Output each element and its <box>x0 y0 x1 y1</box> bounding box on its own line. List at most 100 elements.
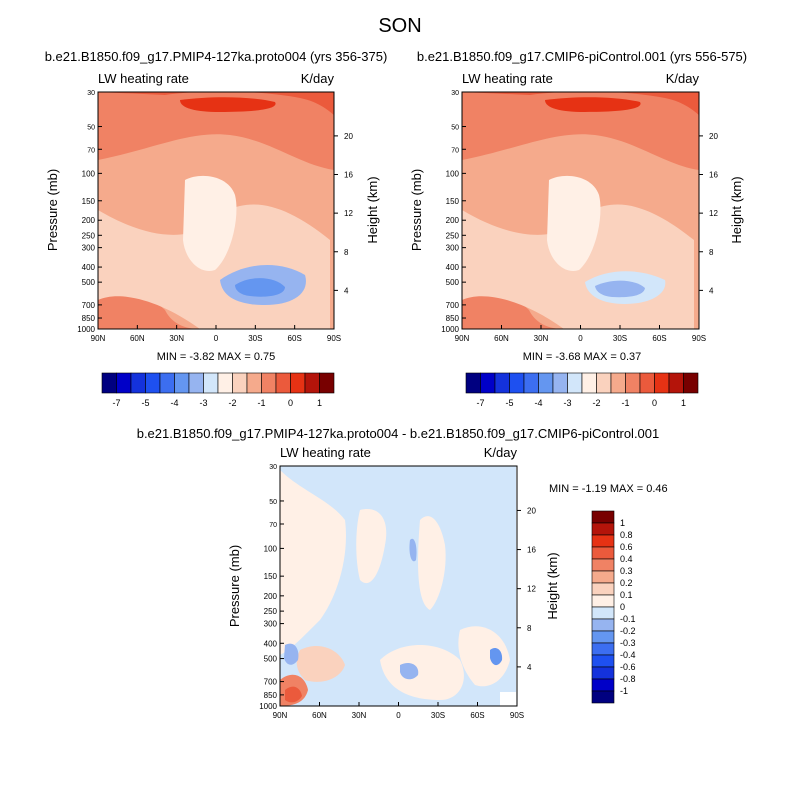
pressure-tick-label: 100 <box>82 169 96 178</box>
panel-3-stats: MIN = -1.19 MAX = 0.46 <box>549 483 668 495</box>
colorbar-swatch <box>217 372 233 394</box>
latitude-tick-label: 0 <box>214 334 219 343</box>
colorbar-swatch <box>116 372 132 394</box>
panel-1-height-axis: 20 16 12 8 4 <box>334 132 353 295</box>
pressure-tick-label: 30 <box>269 464 277 471</box>
colorbar-label: 0 <box>620 602 625 612</box>
height-tick-label: 16 <box>527 546 536 555</box>
colorbar-swatch <box>188 372 204 394</box>
panel-3-right-label: K/day <box>484 445 518 460</box>
pressure-tick-label: 500 <box>264 655 278 664</box>
pressure-tick-label: 150 <box>264 572 278 581</box>
latitude-tick-label: 90S <box>692 334 706 343</box>
colorbar-label: 1 <box>620 518 625 528</box>
latitude-tick-label: 60S <box>470 711 484 720</box>
latitude-tick-label: 30S <box>613 334 627 343</box>
colorbar-label: -0.4 <box>620 650 636 660</box>
latitude-tick-label: 90N <box>455 334 470 343</box>
colorbar-label: -0.8 <box>620 674 636 684</box>
pressure-tick-label: 30 <box>87 90 95 97</box>
colorbar-label: 0 <box>652 398 657 408</box>
pressure-tick-label: 850 <box>446 314 460 323</box>
colorbar-label: 0 <box>288 398 293 408</box>
colorbar-label: 0.3 <box>620 566 633 576</box>
colorbar-swatch <box>290 372 306 394</box>
height-tick-label: 12 <box>344 209 353 218</box>
panel-3-ylabel-right: Height (km) <box>545 552 560 619</box>
panel-3-title: b.e21.B1850.f09_g17.PMIP4-127ka.proto004… <box>137 426 660 441</box>
pressure-tick-label: 50 <box>87 125 95 132</box>
colorbar-label: -4 <box>534 398 542 408</box>
colorbar-label: 0.1 <box>620 590 633 600</box>
height-tick-label: 8 <box>709 248 714 257</box>
panel-3-ylabel: Pressure (mb) <box>227 545 242 627</box>
height-tick-label: 12 <box>709 209 718 218</box>
colorbar-label: -2 <box>592 398 600 408</box>
colorbar-swatch <box>639 372 655 394</box>
colorbar-swatch <box>591 582 615 596</box>
colorbar-label: -1 <box>621 398 629 408</box>
pressure-tick-label: 700 <box>446 301 460 310</box>
pressure-tick-label: 100 <box>264 544 278 553</box>
colorbar-swatch <box>596 372 612 394</box>
pressure-tick-label: 300 <box>264 620 278 629</box>
colorbar-swatch <box>523 372 539 394</box>
colorbar-swatch <box>275 372 291 394</box>
panel-3-left-label: LW heating rate <box>280 445 371 460</box>
colorbar-swatch <box>591 546 615 560</box>
height-tick-label: 20 <box>344 132 353 141</box>
latitude-tick-label: 60N <box>494 334 509 343</box>
pressure-tick-label: 250 <box>82 231 96 240</box>
colorbar-label: -5 <box>505 398 513 408</box>
colorbar-swatch <box>232 372 248 394</box>
pressure-tick-label: 300 <box>446 244 460 253</box>
pressure-tick-label: 50 <box>451 125 459 132</box>
colorbar-swatch <box>591 642 615 656</box>
panel-3-colorbar: 1 0.8 0.6 0.4 0.3 0.2 0.1 0 -0.1 -0.2 -0.3 -0.4 -0.6… <box>591 510 636 704</box>
height-tick-label: 12 <box>527 585 536 594</box>
pressure-tick-label: 250 <box>264 607 278 616</box>
pressure-tick-label: 200 <box>264 592 278 601</box>
pressure-tick-label: 50 <box>269 499 277 506</box>
colorbar-swatch <box>552 372 568 394</box>
panel-1-pressure-axis: 30 50 70 100 150 200 250 300 400 500 700 850 1000 <box>77 90 102 334</box>
height-tick-label: 4 <box>527 663 532 672</box>
panel-1: b.e21.B1850.f09_g17.PMIP4-127ka.proto004… <box>45 49 388 408</box>
colorbar-swatch <box>668 372 684 394</box>
latitude-tick-label: 30N <box>169 334 184 343</box>
colorbar-swatch <box>591 690 615 704</box>
latitude-tick-label: 60S <box>652 334 666 343</box>
colorbar-swatch <box>203 372 219 394</box>
pressure-tick-label: 300 <box>82 244 96 253</box>
figure-title: SON <box>378 15 421 37</box>
colorbar-swatch <box>261 372 277 394</box>
latitude-tick-label: 0 <box>578 334 583 343</box>
colorbar-label: 1 <box>681 398 686 408</box>
panel-1-ylabel: Pressure (mb) <box>45 169 60 251</box>
panel-1-latitude-axis: 90N 60N 30N 0 30S 60S 90S <box>91 325 341 343</box>
colorbar-swatch <box>509 372 525 394</box>
panel-2-ylabel-right: Height (km) <box>729 176 744 243</box>
panel-1-colorbar: -7 -5 -4 -3 -2 -1 0 1 <box>101 372 335 408</box>
panel-2-left-label: LW heating rate <box>462 71 553 86</box>
colorbar-swatch <box>304 372 320 394</box>
height-tick-label: 16 <box>344 171 353 180</box>
panel-2-stats: MIN = -3.68 MAX = 0.37 <box>523 351 642 363</box>
colorbar-swatch <box>610 372 626 394</box>
latitude-tick-label: 30S <box>248 334 262 343</box>
colorbar-label: 0.2 <box>620 578 633 588</box>
pressure-tick-label: 250 <box>446 231 460 240</box>
pressure-tick-label: 30 <box>451 90 459 97</box>
pressure-tick-label: 850 <box>82 314 96 323</box>
latitude-tick-label: 0 <box>396 711 401 720</box>
colorbar-swatch <box>591 534 615 548</box>
colorbar-swatch <box>174 372 190 394</box>
colorbar-swatch <box>591 510 615 524</box>
panel-3-pressure-axis: 30 50 70 100 150 200 250 300 400 500 700 850 1000 <box>259 464 284 711</box>
height-tick-label: 4 <box>709 286 714 295</box>
colorbar-label: -4 <box>170 398 178 408</box>
panel-1-stats: MIN = -3.82 MAX = 0.75 <box>157 351 276 363</box>
pressure-tick-label: 850 <box>264 691 278 700</box>
pressure-tick-label: 500 <box>446 278 460 287</box>
